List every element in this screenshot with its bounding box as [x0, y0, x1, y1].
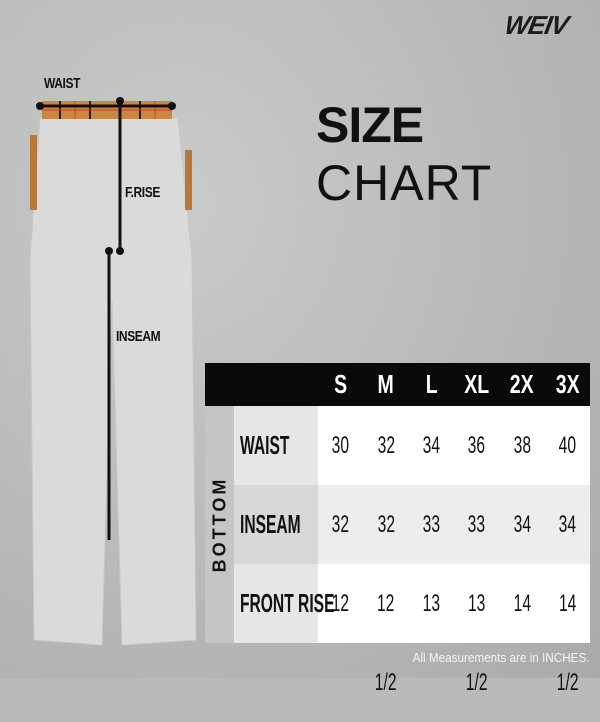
measurement-cell: 32 — [331, 511, 350, 538]
table-row: WAIST 30 32 34 36 38 40 — [234, 406, 590, 485]
title-bold: SIZE — [316, 97, 424, 153]
size-header-row: S M L XL 2X 3X — [205, 363, 590, 406]
plaid-pocket-left — [30, 135, 37, 210]
table-row: FRONT RISE 12 12 1/2 13 13 1/2 14 14 1/2 — [234, 564, 590, 696]
size-header: 3X — [555, 369, 580, 399]
row-label: WAIST — [234, 406, 318, 485]
measurement-cell: 32 — [377, 511, 395, 538]
inseam-label: INSEAM — [116, 328, 161, 345]
measurement-cell: 34 — [422, 432, 440, 459]
measurement-cell: 13 — [422, 590, 440, 617]
measurement-cell: 33 — [422, 511, 440, 538]
measurement-cell: 38 — [513, 432, 531, 459]
measurement-cell: 14 1/2 — [556, 590, 579, 696]
section-label-cell: BOTTOM — [205, 406, 234, 643]
row-label: INSEAM — [234, 485, 318, 564]
measurement-cell: 30 — [331, 432, 350, 459]
measurement-cell: 12 — [331, 590, 350, 617]
measurement-cell: 34 — [558, 511, 576, 538]
title-light: CHART — [316, 155, 493, 211]
measurement-cell: 40 — [558, 432, 576, 459]
measurement-cell: 36 — [467, 432, 486, 459]
measurement-cell: 12 1/2 — [375, 590, 397, 696]
size-table: S M L XL 2X 3X BOTTOM WAIST 30 32 34 36 38 40 I… — [205, 363, 590, 696]
size-header: L — [425, 369, 438, 399]
size-chart-image: WEIV SIZE CHART WAIST F.RISE INSEAM S M … — [0, 0, 600, 696]
size-header: M — [377, 369, 395, 399]
pants-illustration — [29, 117, 197, 646]
size-header: XL — [464, 369, 490, 399]
measurement-cell: 32 — [377, 432, 395, 459]
size-header: 2X — [510, 369, 534, 399]
waist-label: WAIST — [44, 75, 80, 92]
pants-diagram — [29, 97, 197, 646]
measurement-cell: 13 1/2 — [465, 590, 488, 696]
table-row: INSEAM 32 32 33 33 34 34 — [234, 485, 590, 564]
plaid-pocket-right — [185, 150, 192, 210]
brand-logo: WEIV — [502, 10, 571, 40]
measurement-cell: 14 — [513, 590, 531, 617]
front-rise-label: F.RISE — [125, 184, 160, 201]
measurement-cell: 34 — [513, 511, 531, 538]
page-title: SIZE CHART — [316, 96, 600, 212]
measurement-note: All Measurements are in INCHES. — [413, 650, 590, 665]
measurement-cell: 33 — [467, 511, 486, 538]
row-label: FRONT RISE — [234, 564, 334, 643]
section-label: BOTTOM — [209, 476, 230, 573]
size-header: S — [334, 369, 348, 399]
